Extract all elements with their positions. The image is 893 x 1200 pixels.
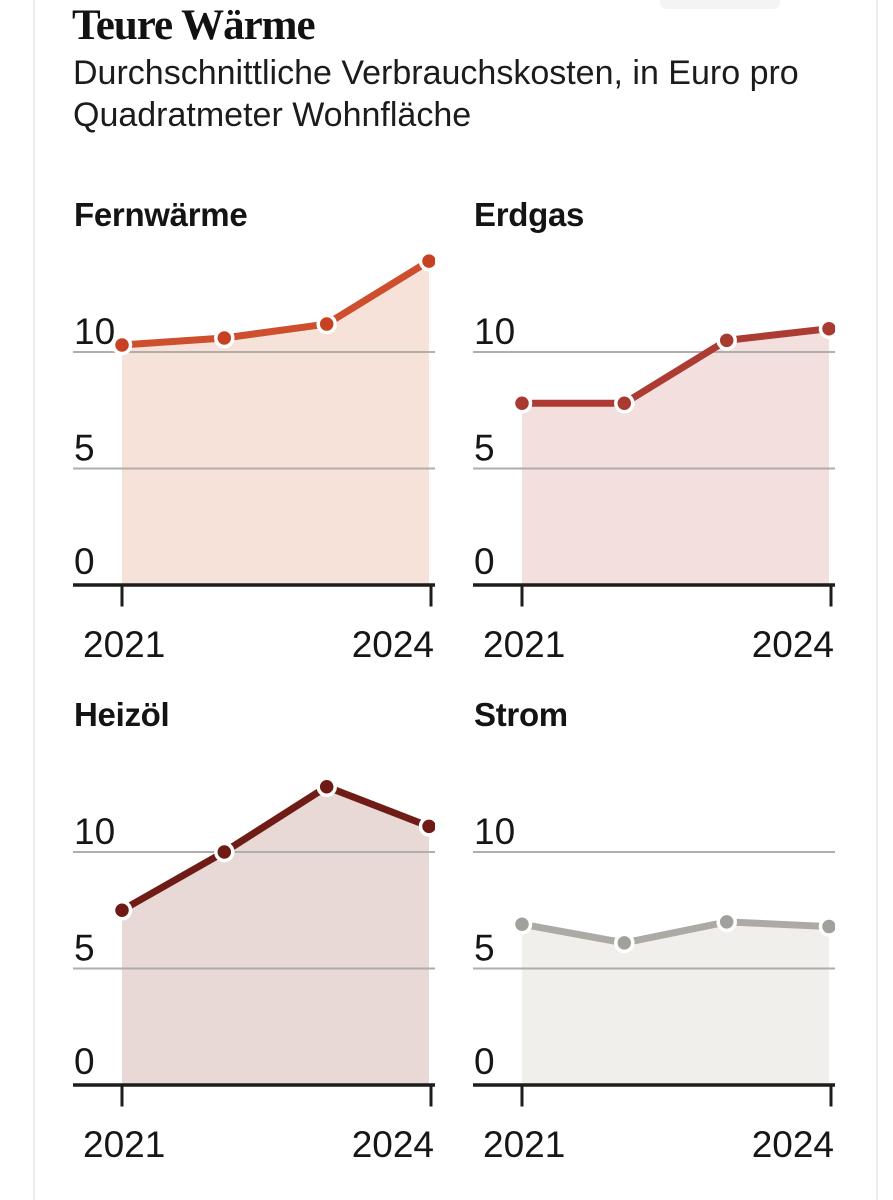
- chart-subtitle: Durchschnittliche Verbrauchskosten, in E…: [73, 52, 863, 136]
- page-right-border: [876, 0, 878, 1200]
- chart-svg: 0 5 10 2021 2024: [73, 776, 440, 1165]
- chart-title-strom: Strom: [474, 696, 568, 733]
- area-fill: [122, 786, 429, 1085]
- chart-title-heizoel: Heizöl: [74, 696, 170, 733]
- chart-heizoel: Heizöl 0 5 10 2021 2024: [73, 690, 440, 1175]
- data-point: [418, 816, 440, 837]
- x-axis-tick-label: 2024: [352, 1124, 434, 1165]
- data-point: [111, 334, 133, 356]
- x-axis-tick-label: 2021: [483, 624, 565, 665]
- y-axis-tick-label: 5: [474, 428, 495, 469]
- plot-area-strom: 0 5 10 2021 2024: [473, 740, 840, 1200]
- data-line: [518, 325, 833, 407]
- chart-svg: 0 5 10 2021 2024: [73, 250, 440, 665]
- y-axis-tick-label: 5: [74, 928, 95, 969]
- y-axis-tick-label: 5: [474, 928, 495, 969]
- chart-svg: 0 5 10 2021 2024: [473, 811, 840, 1165]
- data-point: [614, 932, 635, 954]
- data-point: [214, 327, 235, 349]
- data-line: [118, 257, 433, 349]
- area-fill: [122, 261, 429, 585]
- chart-erdgas: Erdgas 0 5 10 2021 2024: [473, 190, 840, 675]
- subtitle-line-2: Quadratmeter Wohnfläche: [73, 96, 472, 134]
- y-axis-tick-label: 10: [474, 311, 515, 352]
- y-axis-tick-label: 0: [74, 541, 95, 582]
- chart-svg: 0 5 10 2021 2024: [473, 311, 840, 665]
- chart-title-erdgas: Erdgas: [474, 196, 585, 233]
- subtitle-line-1: Durchschnittliche Verbrauchskosten, in E…: [73, 54, 799, 92]
- data-point: [316, 313, 337, 335]
- y-axis-tick-label: 10: [74, 311, 115, 352]
- data-line: [118, 783, 433, 914]
- y-axis-tick-label: 0: [474, 541, 495, 582]
- data-point: [511, 913, 533, 935]
- data-point: [716, 911, 737, 933]
- x-axis-tick-label: 2021: [483, 1124, 565, 1165]
- page-title: Teure Wärme: [72, 2, 316, 49]
- cropped-element-artifact: [660, 0, 780, 9]
- area-fill: [522, 328, 829, 585]
- y-axis-tick-label: 5: [74, 428, 95, 469]
- data-line: [518, 918, 833, 947]
- area-fill: [522, 921, 829, 1085]
- data-point: [614, 393, 635, 414]
- plot-area-heizoel: 0 5 10 2021 2024: [73, 740, 440, 1200]
- data-point: [111, 900, 133, 921]
- y-axis-tick-label: 0: [474, 1041, 495, 1082]
- data-point: [316, 776, 337, 798]
- x-axis-tick-label: 2021: [83, 624, 165, 665]
- data-point: [818, 916, 840, 937]
- x-axis-tick-label: 2024: [752, 1124, 834, 1165]
- data-point: [511, 393, 533, 414]
- x-axis-tick-label: 2024: [352, 624, 434, 665]
- chart-fernwaerme: Fernwärme 0 5 10 2021 2024: [73, 190, 440, 675]
- page-left-border: [33, 0, 35, 1200]
- plot-area-fernwaerme: 0 5 10 2021 2024: [73, 240, 440, 710]
- plot-area-erdgas: 0 5 10 2021 2024: [473, 240, 840, 710]
- x-axis-tick-label: 2021: [83, 1124, 165, 1165]
- x-axis-tick-label: 2024: [752, 624, 834, 665]
- data-point: [716, 330, 737, 351]
- data-point: [214, 841, 235, 863]
- y-axis-tick-label: 10: [474, 811, 515, 852]
- data-point: [818, 318, 840, 339]
- chart-strom: Strom 0 5 10 2021 2024: [473, 690, 840, 1175]
- y-axis-tick-label: 10: [74, 811, 115, 852]
- y-axis-tick-label: 0: [74, 1041, 95, 1082]
- data-point: [418, 250, 440, 272]
- chart-title-fernwaerme: Fernwärme: [74, 196, 248, 233]
